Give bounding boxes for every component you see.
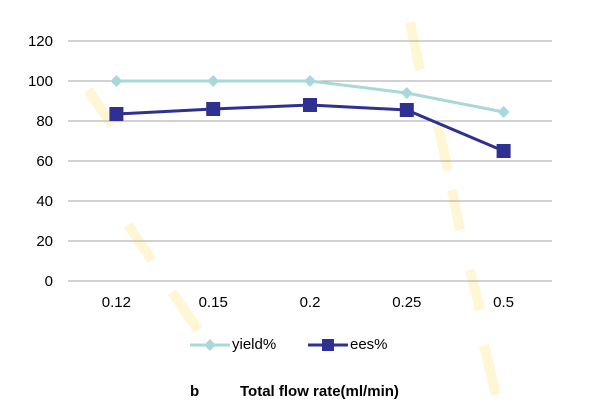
- watermark-stripe: [405, 20, 425, 72]
- y-tick-label: 40: [36, 193, 53, 210]
- watermark-stripes: [83, 20, 501, 397]
- legend-label-ees: ees%: [350, 336, 388, 353]
- series-layer: [109, 75, 511, 158]
- x-tick-label: 0.12: [102, 294, 131, 311]
- watermark-stripe: [447, 189, 465, 231]
- watermark-stripe: [479, 343, 501, 397]
- legend-swatch-yield: [190, 339, 230, 351]
- legend-item-yield: yield%: [190, 334, 300, 356]
- y-tick-label: 0: [45, 273, 53, 290]
- legend-swatch-ees: [308, 339, 348, 351]
- data-point-yield: [400, 87, 413, 99]
- data-point-ees: [109, 107, 124, 121]
- data-point-yield: [497, 106, 510, 118]
- y-tick-label: 120: [28, 33, 53, 50]
- x-axis-ticks: 0.12 0.15 0.2 0.25 0.5: [102, 294, 514, 311]
- data-point-ees: [496, 144, 511, 158]
- data-point-yield: [207, 75, 220, 87]
- data-point-yield: [304, 75, 316, 87]
- y-axis-ticks: 0 20 40 60 80 100 120: [28, 33, 53, 290]
- x-tick-label: 0.5: [493, 294, 514, 311]
- legend-label-yield: yield%: [232, 336, 277, 353]
- watermark-stripe: [83, 87, 117, 128]
- data-point-yield: [110, 75, 123, 87]
- data-point-ees: [399, 103, 414, 117]
- y-tick-label: 100: [28, 73, 53, 90]
- watermark-stripe: [167, 289, 203, 333]
- caption-panel-letter: b: [190, 383, 200, 400]
- watermark-stripe: [433, 123, 453, 172]
- x-tick-label: 0.25: [392, 294, 421, 311]
- y-tick-label: 80: [36, 113, 53, 130]
- watermark-stripe: [123, 222, 157, 263]
- data-point-ees: [206, 102, 221, 116]
- data-point-ees: [303, 98, 317, 112]
- x-tick-label: 0.2: [300, 294, 321, 311]
- y-tick-label: 20: [36, 233, 53, 250]
- x-tick-label: 0.15: [199, 294, 228, 311]
- caption-axis-title: Total flow rate(ml/min): [240, 383, 399, 400]
- y-tick-label: 60: [36, 153, 53, 170]
- watermark-stripe: [465, 268, 485, 312]
- legend-item-ees: ees%: [308, 334, 418, 356]
